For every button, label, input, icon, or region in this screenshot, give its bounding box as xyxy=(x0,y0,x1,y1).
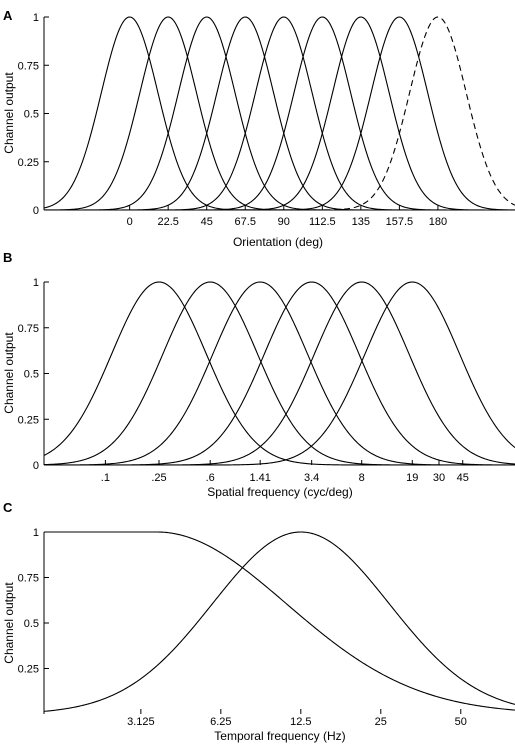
panel-b-x-tick-label: 45 xyxy=(457,472,469,484)
panel-c-y-tick-label: 0.25 xyxy=(18,664,39,676)
panel-b-x-tick-label: 30 xyxy=(433,472,445,484)
panel-c-x-tick-label: 50 xyxy=(455,716,467,728)
panel-b-curve-4 xyxy=(44,281,515,466)
panel-b-y-ticks: 0 0.25 0.5 0.75 1 xyxy=(18,277,49,472)
panel-a-curve-4 xyxy=(44,16,515,211)
panel-c-x-tick-label: 3.125 xyxy=(127,716,155,728)
panel-a-y-tick-label: 0.5 xyxy=(24,109,39,121)
panel-b-y-axis-label: Channel output xyxy=(2,332,16,414)
panel-b-curve-5 xyxy=(44,281,515,466)
panel-a-y-axis-label: Channel output xyxy=(2,72,16,154)
panel-a-curve-5 xyxy=(44,16,515,211)
panel-c-x-tick-label: 12.5 xyxy=(290,716,311,728)
panel-b-x-tick-label: .6 xyxy=(206,472,215,484)
panel-a-x-axis-label: Orientation (deg) xyxy=(233,235,323,249)
panel-a-x-tick-label: 22.5 xyxy=(157,216,178,228)
panel-a-curve-8 xyxy=(44,16,515,211)
panel-c-curves xyxy=(43,531,515,712)
panel-a-y-tick-label: 1 xyxy=(33,12,39,24)
panel-a-orientation-chart: A 0 0.25 0.5 0.75 1 0 22.5 45 67.5 90 112.5 135 157… xyxy=(2,8,515,249)
panel-a-curves xyxy=(43,16,515,211)
panel-b-y-tick-label: 1 xyxy=(33,277,39,289)
panel-b-spatial-frequency-chart: B 0 0.25 0.5 0.75 1 .1 .25 .6 1.41 3.4 8 19 30 45 Sp… xyxy=(2,250,515,499)
panel-c-letter: C xyxy=(3,500,13,515)
panel-a-x-tick-label: 112.5 xyxy=(309,216,336,228)
panel-a-x-tick-label: 90 xyxy=(278,216,290,228)
panel-b-y-tick-label: 0.5 xyxy=(24,369,39,381)
panel-a-x-tick-label: 157.5 xyxy=(386,216,414,228)
panel-a-curve-2 xyxy=(43,16,515,211)
panel-a-x-tick-label: 135 xyxy=(352,216,370,228)
panel-b-x-tick-label: .25 xyxy=(151,472,166,484)
panel-b-curves xyxy=(43,281,515,466)
panel-a-curve-3 xyxy=(44,16,515,211)
panel-b-y-tick-label: 0.25 xyxy=(18,414,39,426)
panel-a-x-tick-label: 180 xyxy=(429,216,447,228)
panel-b-x-tick-label: 19 xyxy=(406,472,418,484)
panel-c-curve-1 xyxy=(44,531,515,711)
panel-a-curve-6 xyxy=(44,16,515,211)
panel-b-curve-1 xyxy=(43,281,515,466)
panel-b-curve-6 xyxy=(44,281,515,466)
panel-c-y-tick-label: 0.75 xyxy=(18,573,39,585)
panel-c-curve-2 xyxy=(43,531,515,712)
panel-c-y-tick-label: 0.5 xyxy=(24,618,39,630)
panel-b-x-tick-label: 1.41 xyxy=(249,472,270,484)
panel-c-y-tick-label: 1 xyxy=(33,527,39,539)
panel-a-curve-9 xyxy=(44,16,515,211)
panel-a-curve-7 xyxy=(44,16,515,211)
panel-c-y-axis-label: Channel output xyxy=(2,582,16,664)
panel-a-y-tick-label: 0.75 xyxy=(18,60,39,72)
panel-b-letter: B xyxy=(3,250,12,265)
panel-b-y-tick-label: 0 xyxy=(33,460,39,472)
panel-c-y-ticks: 0.25 0.5 0.75 1 xyxy=(18,527,49,676)
panel-c-temporal-frequency-chart: C 0.25 0.5 0.75 1 3.125 6.25 12.5 25 50 Tempora… xyxy=(2,500,515,743)
panel-a-x-ticks: 0 22.5 45 67.5 90 112.5 135 157.5 180 xyxy=(127,205,447,228)
panel-c-x-tick-label: 6.25 xyxy=(210,716,231,728)
panel-b-curve-3 xyxy=(44,281,515,466)
panel-a-letter: A xyxy=(3,8,13,23)
panel-a-y-tick-label: 0.25 xyxy=(18,157,39,169)
panel-a-x-tick-label: 67.5 xyxy=(235,216,256,228)
panel-a-y-tick-label: 0 xyxy=(33,205,39,217)
panel-c-x-axis-label: Temporal frequency (Hz) xyxy=(214,729,345,743)
panel-a-curve-1 xyxy=(43,16,515,211)
panel-b-y-tick-label: 0.75 xyxy=(18,323,39,335)
panel-b-curve-2 xyxy=(43,281,515,466)
panel-b-x-tick-label: 8 xyxy=(359,472,365,484)
panel-b-x-tick-label: .1 xyxy=(101,472,110,484)
panel-b-x-ticks: .1 .25 .6 1.41 3.4 8 19 30 45 xyxy=(101,460,469,484)
panel-a-x-tick-label: 0 xyxy=(127,216,133,228)
panel-b-x-axis-label: Spatial frequency (cyc/deg) xyxy=(207,485,352,499)
panel-c-x-ticks: 3.125 6.25 12.5 25 50 xyxy=(127,709,467,728)
panel-b-x-tick-label: 3.4 xyxy=(304,472,319,484)
panel-c-x-tick-label: 25 xyxy=(375,716,387,728)
panel-a-x-tick-label: 45 xyxy=(201,216,213,228)
panel-a-y-ticks: 0 0.25 0.5 0.75 1 xyxy=(18,12,49,217)
